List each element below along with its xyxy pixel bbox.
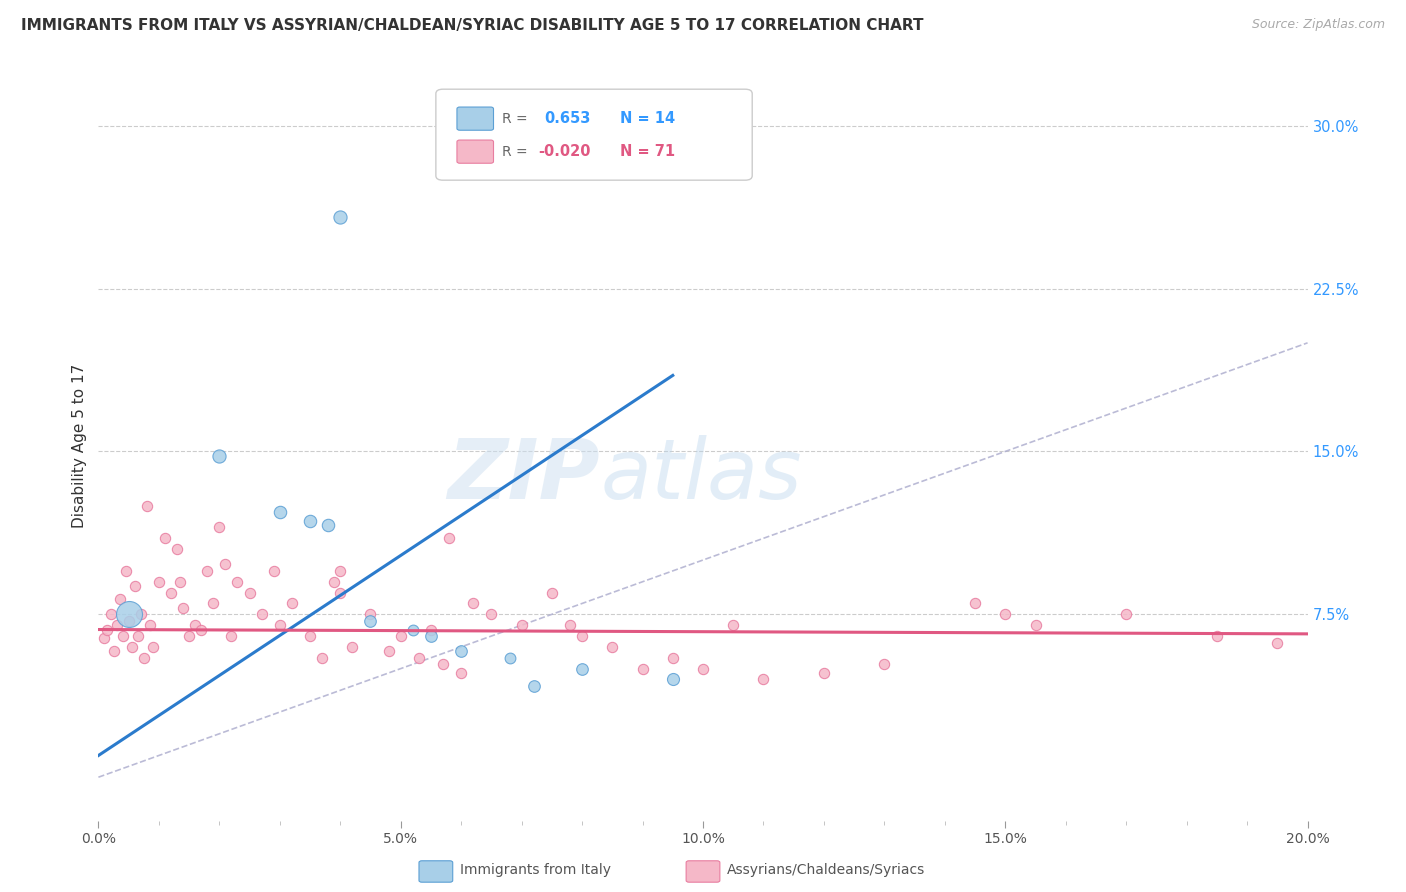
Point <box>1115 607 1137 622</box>
Point <box>118 607 141 622</box>
Point <box>360 607 382 622</box>
Point <box>114 564 136 578</box>
Point <box>250 607 273 622</box>
Point <box>105 618 128 632</box>
Point <box>129 607 152 622</box>
Text: N = 14: N = 14 <box>620 112 675 126</box>
Point <box>481 607 503 622</box>
Point <box>510 618 533 632</box>
Point <box>103 644 125 658</box>
Point <box>450 665 472 680</box>
Point <box>571 629 593 643</box>
Text: 0.653: 0.653 <box>544 112 591 126</box>
Text: Assyrians/Chaldeans/Syriacs: Assyrians/Chaldeans/Syriacs <box>727 863 925 877</box>
Point <box>692 662 714 676</box>
Text: Immigrants from Italy: Immigrants from Italy <box>460 863 610 877</box>
Point <box>208 449 231 463</box>
Point <box>124 579 146 593</box>
Text: R =: R = <box>502 112 527 126</box>
Point <box>121 640 143 654</box>
Point <box>432 657 454 672</box>
Point <box>135 499 157 513</box>
Point <box>437 531 460 545</box>
Point <box>602 640 624 654</box>
Point <box>813 665 835 680</box>
Text: ZIP: ZIP <box>447 435 600 516</box>
Point <box>523 679 546 693</box>
Point <box>195 564 218 578</box>
Point <box>100 607 122 622</box>
Point <box>420 629 443 643</box>
Text: R =: R = <box>502 145 527 159</box>
Point <box>239 585 262 599</box>
Point <box>179 629 201 643</box>
Point <box>311 650 333 665</box>
Point <box>723 618 745 632</box>
Point <box>329 210 352 224</box>
Point <box>226 574 249 589</box>
Point <box>269 618 291 632</box>
Point <box>142 640 165 654</box>
Point <box>281 597 304 611</box>
Point <box>408 650 430 665</box>
Point <box>139 618 162 632</box>
Point <box>360 614 382 628</box>
Text: Source: ZipAtlas.com: Source: ZipAtlas.com <box>1251 18 1385 31</box>
Point <box>873 657 896 672</box>
Point <box>263 564 285 578</box>
Text: atlas: atlas <box>600 435 801 516</box>
Point <box>108 592 131 607</box>
Point <box>463 597 485 611</box>
Point <box>93 631 115 645</box>
Point <box>323 574 346 589</box>
Point <box>571 662 593 676</box>
Point <box>1206 629 1229 643</box>
Point <box>111 629 134 643</box>
Point <box>994 607 1017 622</box>
Point <box>132 650 155 665</box>
Point <box>329 564 352 578</box>
Point <box>965 597 987 611</box>
Point <box>202 597 225 611</box>
Point <box>214 558 236 572</box>
Text: -0.020: -0.020 <box>538 145 591 159</box>
Point <box>299 629 322 643</box>
Point <box>558 618 581 632</box>
Point <box>389 629 412 643</box>
Point <box>184 618 207 632</box>
Point <box>172 600 194 615</box>
Point <box>540 585 562 599</box>
Point <box>299 514 322 528</box>
Point <box>118 614 141 628</box>
Point <box>402 623 425 637</box>
Point <box>269 505 291 519</box>
Point <box>316 518 339 533</box>
Point <box>329 585 352 599</box>
Point <box>127 629 149 643</box>
Y-axis label: Disability Age 5 to 17: Disability Age 5 to 17 <box>72 364 87 528</box>
Point <box>377 644 399 658</box>
Point <box>148 574 170 589</box>
Text: IMMIGRANTS FROM ITALY VS ASSYRIAN/CHALDEAN/SYRIAC DISABILITY AGE 5 TO 17 CORRELA: IMMIGRANTS FROM ITALY VS ASSYRIAN/CHALDE… <box>21 18 924 33</box>
Point <box>1267 635 1289 649</box>
Point <box>752 673 775 687</box>
Point <box>342 640 364 654</box>
Point <box>96 623 118 637</box>
Point <box>166 542 188 557</box>
Point <box>661 673 683 687</box>
Text: N = 71: N = 71 <box>620 145 675 159</box>
Point <box>450 644 472 658</box>
Point <box>169 574 191 589</box>
Point <box>498 650 520 665</box>
Point <box>190 623 212 637</box>
Point <box>221 629 243 643</box>
Point <box>1024 618 1046 632</box>
Point <box>631 662 654 676</box>
Point <box>661 650 683 665</box>
Point <box>153 531 176 545</box>
Point <box>420 623 443 637</box>
Point <box>208 520 231 534</box>
Point <box>160 585 183 599</box>
